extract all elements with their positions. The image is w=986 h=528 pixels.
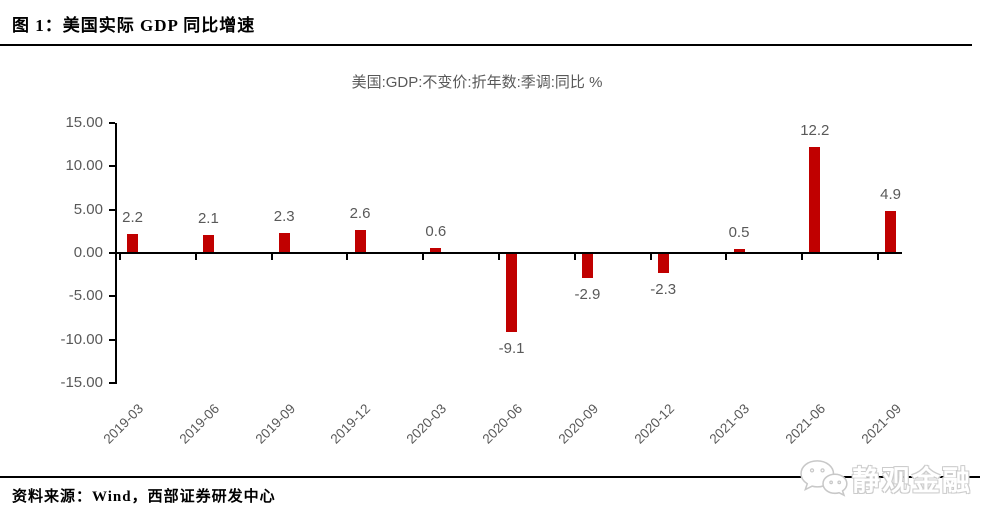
wechat-icon: [800, 460, 848, 497]
y-axis-tick: [109, 208, 115, 211]
x-axis-tick: [194, 253, 197, 260]
bar: [809, 147, 821, 253]
x-axis-tick: [346, 253, 349, 260]
x-axis-category-label: 2020-09: [555, 401, 602, 447]
y-axis-tick-label: -5.00: [68, 287, 103, 305]
bar: [733, 248, 745, 253]
bar-value-label: -9.1: [498, 339, 525, 357]
bar-value-label: 2.6: [349, 205, 371, 223]
y-axis-tick: [109, 382, 115, 385]
x-axis-line: [115, 252, 902, 254]
x-axis-category-label: 2020-03: [403, 401, 450, 447]
bar-value-label: 0.6: [425, 222, 447, 240]
bar: [202, 234, 214, 253]
x-axis-category-label: 2020-12: [631, 401, 677, 447]
bar-value-label: -2.3: [650, 280, 677, 298]
y-axis-tick-label: 5.00: [73, 200, 103, 218]
x-axis-tick: [270, 253, 273, 260]
y-axis-tick-label: 10.00: [65, 157, 103, 175]
x-axis-tick: [801, 253, 804, 260]
x-axis-category-label: 2019-06: [176, 401, 223, 447]
y-axis-tick: [109, 252, 115, 254]
y-axis-tick: [109, 165, 115, 168]
x-axis-tick: [498, 253, 500, 260]
watermark: 静观金融: [798, 458, 972, 500]
bar-value-label: 4.9: [880, 185, 902, 203]
bar: [430, 247, 442, 253]
bar-value-label: 2.2: [122, 208, 144, 226]
y-axis-tick-label: -15.00: [60, 374, 103, 392]
y-axis-tick: [109, 295, 115, 298]
bar: [581, 253, 593, 279]
figure-title: 图 1：美国实际 GDP 同比增速: [12, 16, 256, 35]
x-axis-tick: [725, 253, 728, 260]
bar: [127, 233, 139, 253]
bar: [278, 233, 290, 253]
bar-value-label: 12.2: [800, 122, 830, 140]
y-axis-tick-label: 15.00: [65, 113, 103, 131]
bar: [885, 210, 897, 253]
x-axis-category-label: 2021-09: [858, 401, 905, 447]
x-axis-tick: [649, 253, 652, 260]
x-axis-category-label: 2020-06: [479, 401, 526, 447]
y-axis-tick: [109, 121, 115, 124]
x-axis-category-label: 2019-12: [327, 401, 374, 447]
y-axis-tick-label: 0.00: [73, 244, 103, 261]
bar-value-label: 2.3: [273, 208, 295, 226]
y-axis-tick-label: -10.00: [60, 330, 103, 348]
y-axis-tick: [109, 338, 115, 341]
watermark-text: 静观金融: [852, 466, 973, 497]
bar: [506, 253, 518, 332]
x-axis-category-label: 2019-03: [100, 401, 147, 447]
x-axis-tick: [422, 253, 425, 260]
title-divider: [0, 44, 972, 46]
chart-title: 美国:GDP:不变价:折年数:季调:同比 %: [351, 74, 603, 91]
x-axis-category-label: 2021-03: [706, 401, 753, 447]
bar-value-label: 0.5: [728, 223, 750, 241]
bar-value-label: -2.9: [574, 286, 601, 304]
bar: [657, 253, 669, 273]
x-axis-tick: [573, 253, 576, 260]
bar: [354, 230, 366, 253]
bar-value-label: 2.1: [197, 209, 219, 227]
x-axis-category-label: 2021-06: [782, 401, 829, 447]
x-axis-tick: [119, 253, 121, 260]
source-note: 资料来源：Wind，西部证券研发中心: [12, 489, 276, 505]
footer-divider: [0, 476, 980, 478]
x-axis-tick: [877, 253, 879, 260]
x-axis-category-label: 2019-09: [252, 401, 298, 447]
